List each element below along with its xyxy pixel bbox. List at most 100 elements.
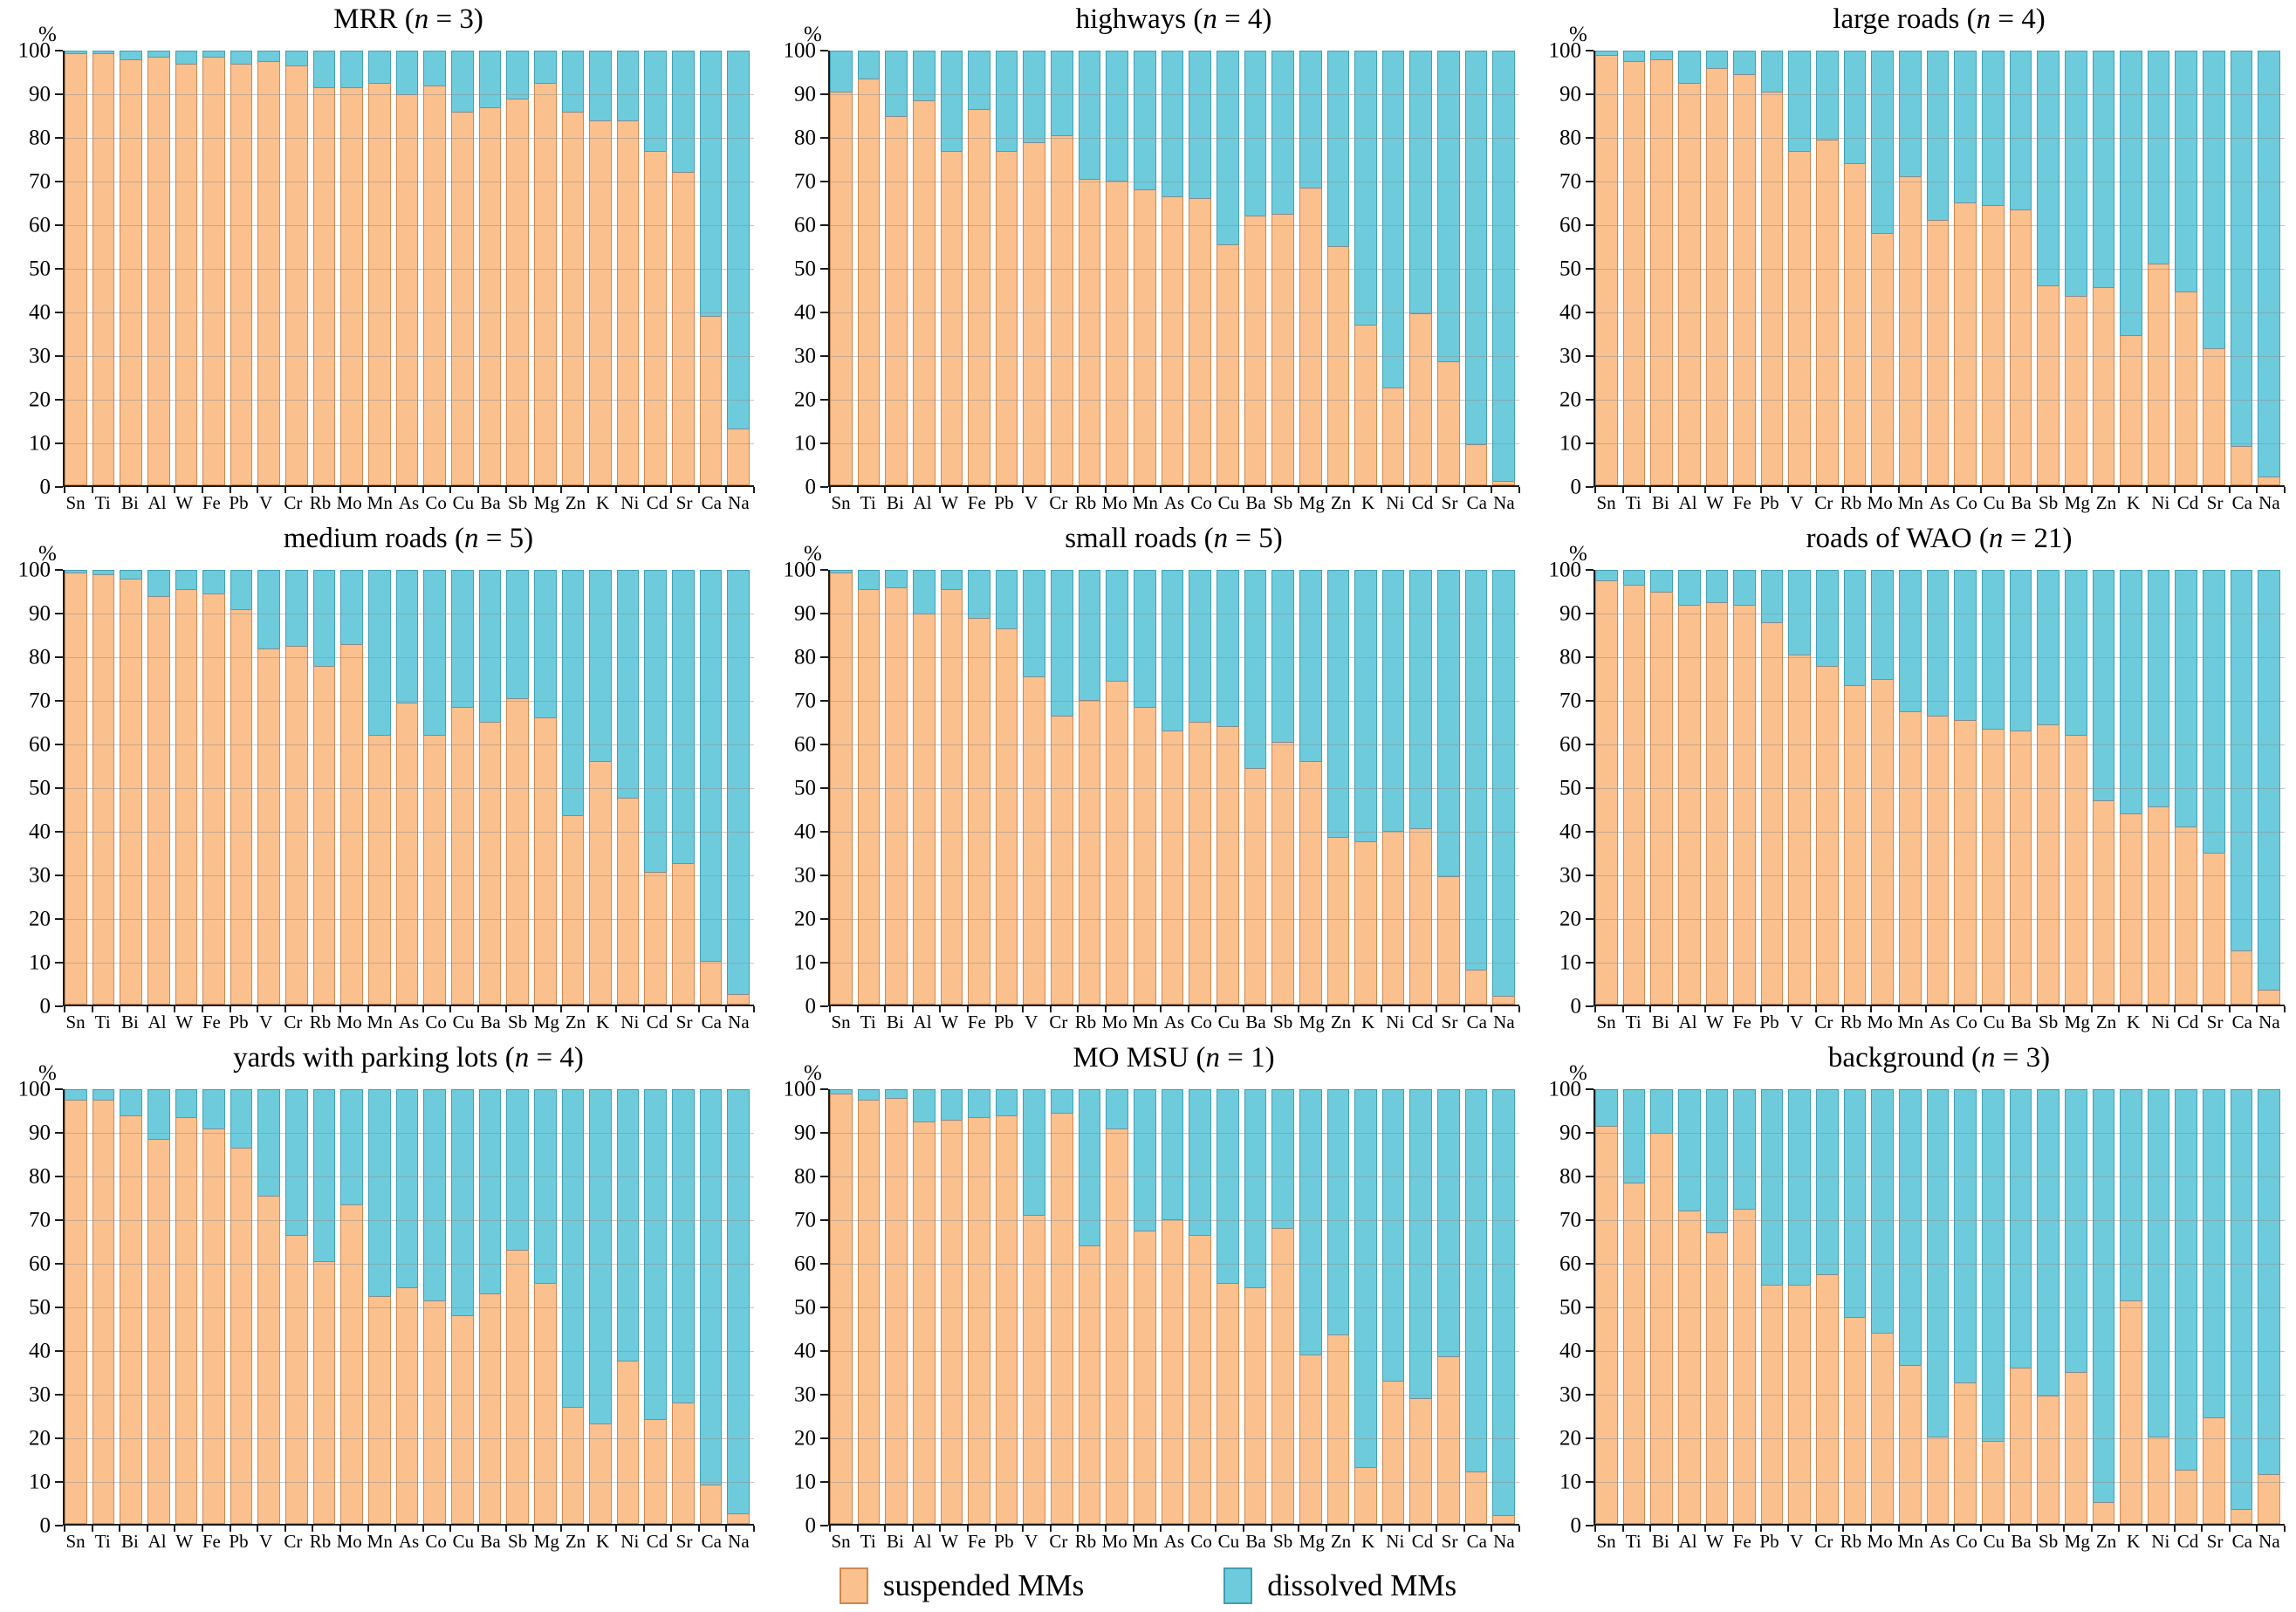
x-tick — [339, 487, 341, 493]
bar-V — [1023, 1089, 1046, 1524]
x-tick-label: Mg — [1299, 1531, 1325, 1552]
bar-Fe — [968, 51, 990, 485]
x-tick-label: Ni — [2151, 1531, 2170, 1552]
bar-Sr — [1437, 1089, 1460, 1524]
bar-segment-suspended — [885, 1097, 908, 1524]
chart-title: roads of WAO (n = 21) — [1806, 523, 2073, 554]
y-tick-label: 90 — [29, 1121, 51, 1145]
bar-Zn — [1326, 570, 1350, 1005]
x-tick — [1594, 1526, 1596, 1532]
x-axis-labels: Sn Ti Bi Al W Fe Pb V Cr Rb Mo Mn As Co Cu Ba Sb Mg Zn K Ni C… — [830, 1013, 1519, 1032]
x-tick — [1897, 1006, 1900, 1012]
x-tick-label: Cd — [1411, 492, 1434, 513]
y-tick-label: 0 — [39, 994, 51, 1019]
chart-title: yards with parking lots (n = 4) — [233, 1042, 584, 1074]
x-tick-label: Mg — [2064, 492, 2090, 513]
bar-Rb — [312, 1089, 336, 1524]
x-tick — [1842, 1006, 1845, 1012]
bar-segment-suspended — [1437, 876, 1460, 1005]
bar-K — [2120, 570, 2142, 1005]
y-tick-label: 70 — [1559, 1208, 1581, 1232]
bar-Mn — [368, 51, 391, 485]
x-tick-label: Al — [147, 1012, 167, 1032]
x-tick — [1187, 1526, 1189, 1532]
bar-segment-dissolved — [1843, 570, 1867, 685]
x-tick-label: Al — [147, 492, 167, 513]
bar-As — [1926, 570, 1950, 1005]
x-tick-label: Pb — [994, 1531, 1014, 1552]
bar-Bi — [120, 1089, 142, 1524]
bar-segment-dissolved — [506, 1089, 529, 1251]
bar-segment-suspended — [285, 65, 308, 485]
y-tick — [55, 137, 63, 139]
bar-W — [1705, 570, 1729, 1005]
gridline — [830, 1395, 1519, 1396]
bar-segment-dissolved — [1954, 51, 1977, 203]
y-tick-label: 100 — [783, 558, 817, 582]
x-tick-label: As — [1163, 1012, 1185, 1032]
x-tick-label: V — [1025, 492, 1038, 513]
bar-Mg — [1299, 570, 1322, 1005]
bar-segment-suspended — [1677, 83, 1701, 485]
x-tick-label: Mg — [2064, 1531, 2090, 1552]
y-tick-label: 80 — [794, 126, 816, 150]
y-tick — [1586, 831, 1593, 833]
bar-Ba — [478, 1089, 502, 1524]
x-tick-label: Na — [728, 1531, 750, 1552]
chart-title: MRR (n = 3) — [333, 3, 483, 35]
x-tick — [449, 1006, 452, 1012]
x-tick-label: Ti — [94, 1531, 111, 1552]
x-tick — [1132, 1006, 1134, 1012]
x-tick — [2008, 1526, 2010, 1532]
x-tick-label: Rb — [309, 492, 332, 513]
y-tick — [55, 918, 63, 920]
x-tick — [1732, 1526, 1734, 1532]
bar-segment-suspended — [175, 589, 198, 1005]
x-tick-label: Fe — [1732, 492, 1751, 513]
x-tick — [2063, 1526, 2066, 1532]
bar-segment-suspended — [1843, 684, 1867, 1005]
bar-Co — [423, 51, 446, 485]
bar-segment-dissolved — [644, 570, 668, 873]
bar-segment-dissolved — [1843, 51, 1867, 164]
x-tick-label: V — [1790, 1531, 1804, 1552]
y-tick-label: 100 — [783, 1077, 817, 1101]
bar-segment-dissolved — [506, 51, 529, 99]
x-tick-label: Ba — [480, 1531, 501, 1552]
x-tick-label: Mn — [367, 1012, 393, 1032]
bar-segment-dissolved — [1244, 570, 1267, 768]
bar-Mg — [533, 1089, 557, 1524]
bar-segment-suspended — [147, 1139, 170, 1524]
bar-segment-dissolved — [1871, 570, 1895, 679]
y-tick — [1586, 50, 1593, 51]
bar-segment-dissolved — [857, 51, 881, 79]
x-tick-label: W — [175, 492, 194, 513]
bar-segment-dissolved — [885, 1089, 908, 1098]
gridline — [1595, 657, 2285, 658]
gridline — [1595, 1220, 2285, 1221]
bar-segment-suspended — [1843, 163, 1867, 485]
y-tick-label: 70 — [794, 689, 816, 713]
x-tick — [1436, 1006, 1438, 1012]
x-tick-label: Bi — [120, 492, 139, 513]
bar-segment-dissolved — [1492, 1089, 1516, 1516]
bar-segment-suspended — [1106, 1128, 1129, 1524]
x-tick — [1105, 1526, 1107, 1532]
bar-segment-suspended — [561, 815, 585, 1005]
bar-segment-suspended — [912, 1122, 936, 1524]
x-tick — [2201, 1526, 2203, 1532]
x-tick — [367, 487, 369, 493]
x-tick-label: K — [596, 1012, 610, 1032]
bar-Na — [1492, 570, 1516, 1005]
bar-segment-suspended — [395, 702, 419, 1005]
x-tick-label: W — [941, 1012, 959, 1032]
bar-segment-suspended — [285, 1234, 308, 1524]
x-axis-labels: Sn Ti Bi Al W Fe Pb V Cr Rb Mo Mn As Co Cu Ba Sb Mg Zn K Ni C… — [1595, 1533, 2285, 1551]
bar-segment-dissolved — [968, 570, 990, 618]
bar-segment-suspended — [2120, 813, 2142, 1005]
x-tick — [1132, 487, 1134, 493]
y-tick — [820, 613, 828, 614]
x-tick-label: Sb — [2039, 492, 2059, 513]
x-tick — [1353, 1526, 1355, 1532]
bar-segment-suspended — [830, 1093, 853, 1524]
